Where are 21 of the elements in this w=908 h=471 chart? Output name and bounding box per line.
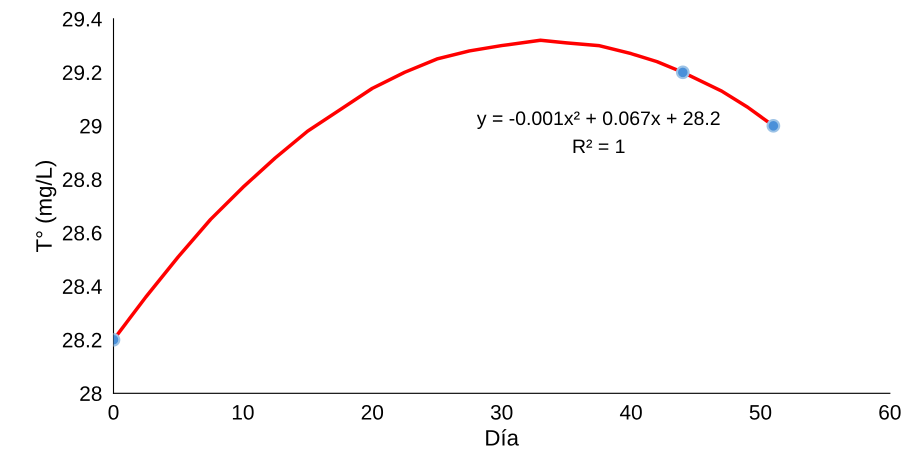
x-tick-label: 40 — [620, 404, 642, 420]
y-tick-label: 28.6 — [62, 226, 102, 241]
y-tick-label: 29 — [80, 118, 102, 134]
y-tick-label: 28 — [80, 386, 102, 402]
annotation: R² = 1 — [574, 140, 625, 154]
x-tick-label: 0 — [108, 404, 118, 420]
y-tick-label: 29.2 — [62, 65, 102, 80]
y-tick-label: 28.8 — [62, 172, 102, 188]
annotation: y = -0.001x² + 0.067x + 28.2 — [476, 111, 720, 130]
point — [766, 118, 780, 133]
y-tick-label: 28.4 — [62, 279, 102, 294]
x-tick-label: 50 — [750, 404, 772, 420]
point — [676, 65, 690, 80]
x-axis-title: Día — [486, 429, 519, 446]
y-tick-label: 28.2 — [62, 332, 102, 348]
x-tick-label: 20 — [362, 404, 384, 420]
x-tick-label: 10 — [232, 404, 254, 420]
y-axis-title: T° (mg/L) — [36, 161, 56, 252]
x-tick-label: 60 — [879, 404, 901, 420]
x-tick-label: 30 — [490, 404, 512, 420]
y-tick-label: 29.4 — [62, 12, 102, 27]
